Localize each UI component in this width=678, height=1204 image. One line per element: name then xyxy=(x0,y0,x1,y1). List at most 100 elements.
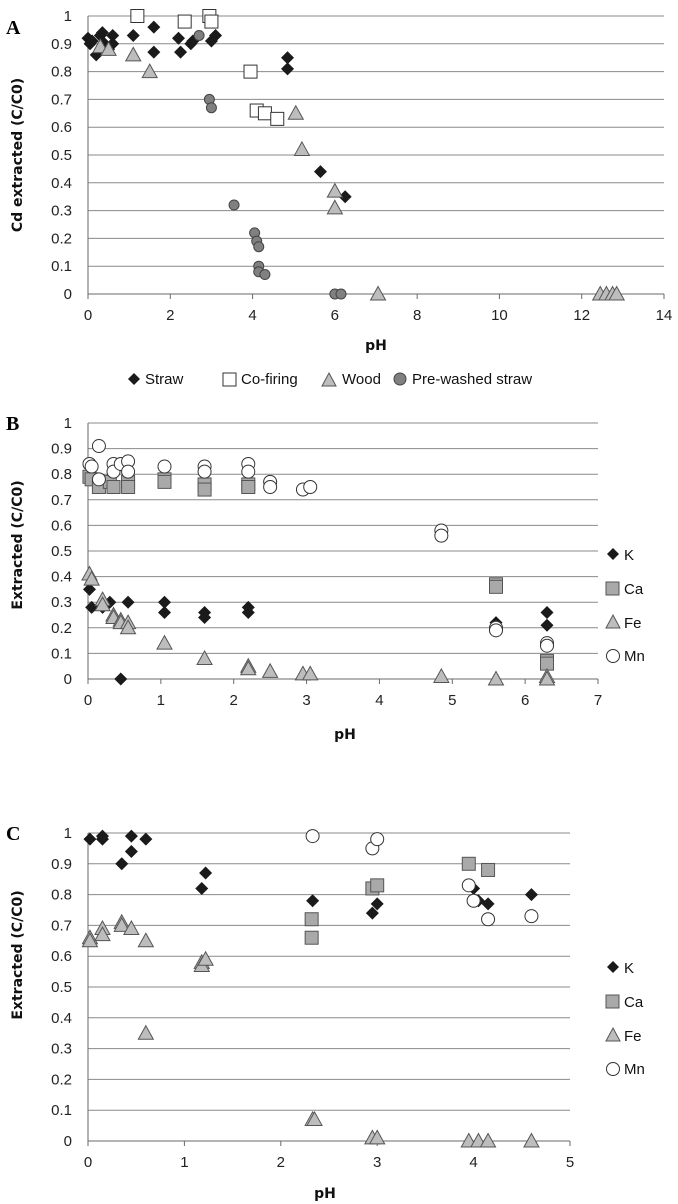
x-tick-label: 5 xyxy=(448,692,456,709)
data-point-square xyxy=(243,64,258,79)
y-tick-label: 0.2 xyxy=(51,230,72,247)
data-point-diamond xyxy=(540,605,554,619)
panel-b: B Extracted (C/C0) pH 0 0.1 0.2 0.3 0.4 0.5 0.… xyxy=(6,413,645,743)
y-tick-label: 0.4 xyxy=(51,175,72,192)
x-tick-label: 4 xyxy=(375,692,383,709)
y-tick-label: 0.6 xyxy=(51,517,72,534)
data-point-diamond xyxy=(338,190,352,204)
x-tick-label: 3 xyxy=(373,1154,381,1171)
y-tick-label: 0.8 xyxy=(51,887,72,904)
y-tick-label: 0.3 xyxy=(51,1041,72,1058)
data-point-diamond xyxy=(540,618,554,632)
data-point-triangle xyxy=(326,199,344,215)
data-point-diamond xyxy=(83,832,97,846)
legend-circle-marker xyxy=(606,1062,620,1076)
legend-triangle-marker xyxy=(605,1026,621,1042)
x-tick-label: 0 xyxy=(84,692,92,709)
data-point-square xyxy=(204,14,219,29)
data-point-triangle xyxy=(239,660,257,676)
data-point-circle xyxy=(434,528,449,543)
data-point-circle xyxy=(253,241,265,253)
data-point-triangle xyxy=(287,104,305,120)
data-point-diamond xyxy=(114,672,128,686)
y-tick-label: 0.8 xyxy=(51,466,72,483)
y-tick-label: 0.1 xyxy=(51,645,72,662)
panel-b-y-axis-title: Extracted (C/C0) xyxy=(10,480,26,609)
panel-a-gridlines xyxy=(87,15,665,299)
data-point-triangle xyxy=(94,596,111,612)
data-point-square xyxy=(106,480,121,494)
data-point-circle xyxy=(91,439,106,454)
data-point-diamond xyxy=(306,894,320,908)
data-point-circle xyxy=(121,464,136,479)
legend-label: Fe xyxy=(624,615,642,632)
x-tick-label: 4 xyxy=(248,307,256,324)
data-point-triangle xyxy=(479,1132,497,1148)
data-point-triangle xyxy=(368,1129,386,1145)
data-point-diamond xyxy=(147,20,161,34)
data-point-triangle xyxy=(369,285,387,301)
data-point-triangle xyxy=(156,634,173,650)
legend-item-k: K xyxy=(607,547,634,564)
data-point-diamond xyxy=(85,34,99,48)
y-tick-label: 0.7 xyxy=(51,917,72,934)
data-point-diamond xyxy=(524,888,538,902)
data-point-triangle xyxy=(137,932,155,948)
data-point-square xyxy=(270,111,285,126)
x-tick-label: 14 xyxy=(656,307,673,324)
legend-item-co-firing: Co-firing xyxy=(222,371,298,388)
data-point-circle xyxy=(157,459,172,474)
data-point-circle xyxy=(259,269,271,281)
legend-item-fe: Fe xyxy=(605,613,642,632)
y-tick-label: 0.8 xyxy=(51,64,72,81)
data-point-diamond xyxy=(82,582,96,596)
data-point-diamond xyxy=(147,45,161,59)
y-tick-label: 0.7 xyxy=(51,492,72,509)
data-point-diamond xyxy=(95,26,109,40)
legend-label: Straw xyxy=(145,371,184,388)
y-tick-label: 1 xyxy=(64,415,72,432)
data-point-circle xyxy=(228,199,240,211)
x-tick-label: 2 xyxy=(277,1154,285,1171)
panel-a-data-points xyxy=(81,9,626,301)
data-point-diamond xyxy=(481,897,495,911)
data-point-square xyxy=(197,482,212,497)
panel-c-data-points xyxy=(81,829,540,1148)
legend-label: Pre-washed straw xyxy=(412,371,532,388)
data-point-triangle xyxy=(261,662,279,678)
legend-label: K xyxy=(624,960,634,977)
data-point-diamond xyxy=(172,31,186,45)
y-tick-label: 0 xyxy=(64,286,72,303)
data-point-diamond xyxy=(365,906,379,920)
panel-b-letter: B xyxy=(6,413,19,435)
data-point-circle xyxy=(241,464,256,479)
panel-c-x-axis-title: pH xyxy=(314,1186,336,1202)
data-point-square xyxy=(370,878,385,893)
y-tick-label: 0.6 xyxy=(51,119,72,136)
data-point-triangle xyxy=(141,63,159,79)
legend-item-pre-washed-straw: Pre-washed straw xyxy=(393,371,532,388)
data-point-diamond xyxy=(124,844,138,858)
panel-c-letter: C xyxy=(6,823,20,845)
x-tick-label: 10 xyxy=(491,307,508,324)
y-tick-label: 0.6 xyxy=(51,948,72,965)
data-point-triangle xyxy=(487,670,505,686)
data-point-circle xyxy=(193,29,205,41)
y-tick-label: 0.9 xyxy=(51,441,72,458)
data-point-triangle xyxy=(196,649,213,666)
data-point-square xyxy=(304,912,319,927)
data-point-triangle xyxy=(538,670,556,686)
legend-label: Ca xyxy=(624,994,644,1011)
x-tick-label: 1 xyxy=(180,1154,188,1171)
panel-c-legend: K Ca Fe Mn xyxy=(605,960,645,1078)
panel-c-gridlines xyxy=(87,832,571,1146)
data-point-diamond xyxy=(281,51,295,65)
legend-item-mn: Mn xyxy=(606,1061,645,1078)
data-point-circle xyxy=(205,102,217,114)
panel-b-data-points xyxy=(81,439,556,686)
x-tick-label: 0 xyxy=(84,1154,92,1171)
legend-item-wood: Wood xyxy=(321,371,381,388)
y-tick-label: 0.7 xyxy=(51,91,72,108)
y-tick-label: 0.5 xyxy=(51,979,72,996)
data-point-circle xyxy=(461,878,476,893)
